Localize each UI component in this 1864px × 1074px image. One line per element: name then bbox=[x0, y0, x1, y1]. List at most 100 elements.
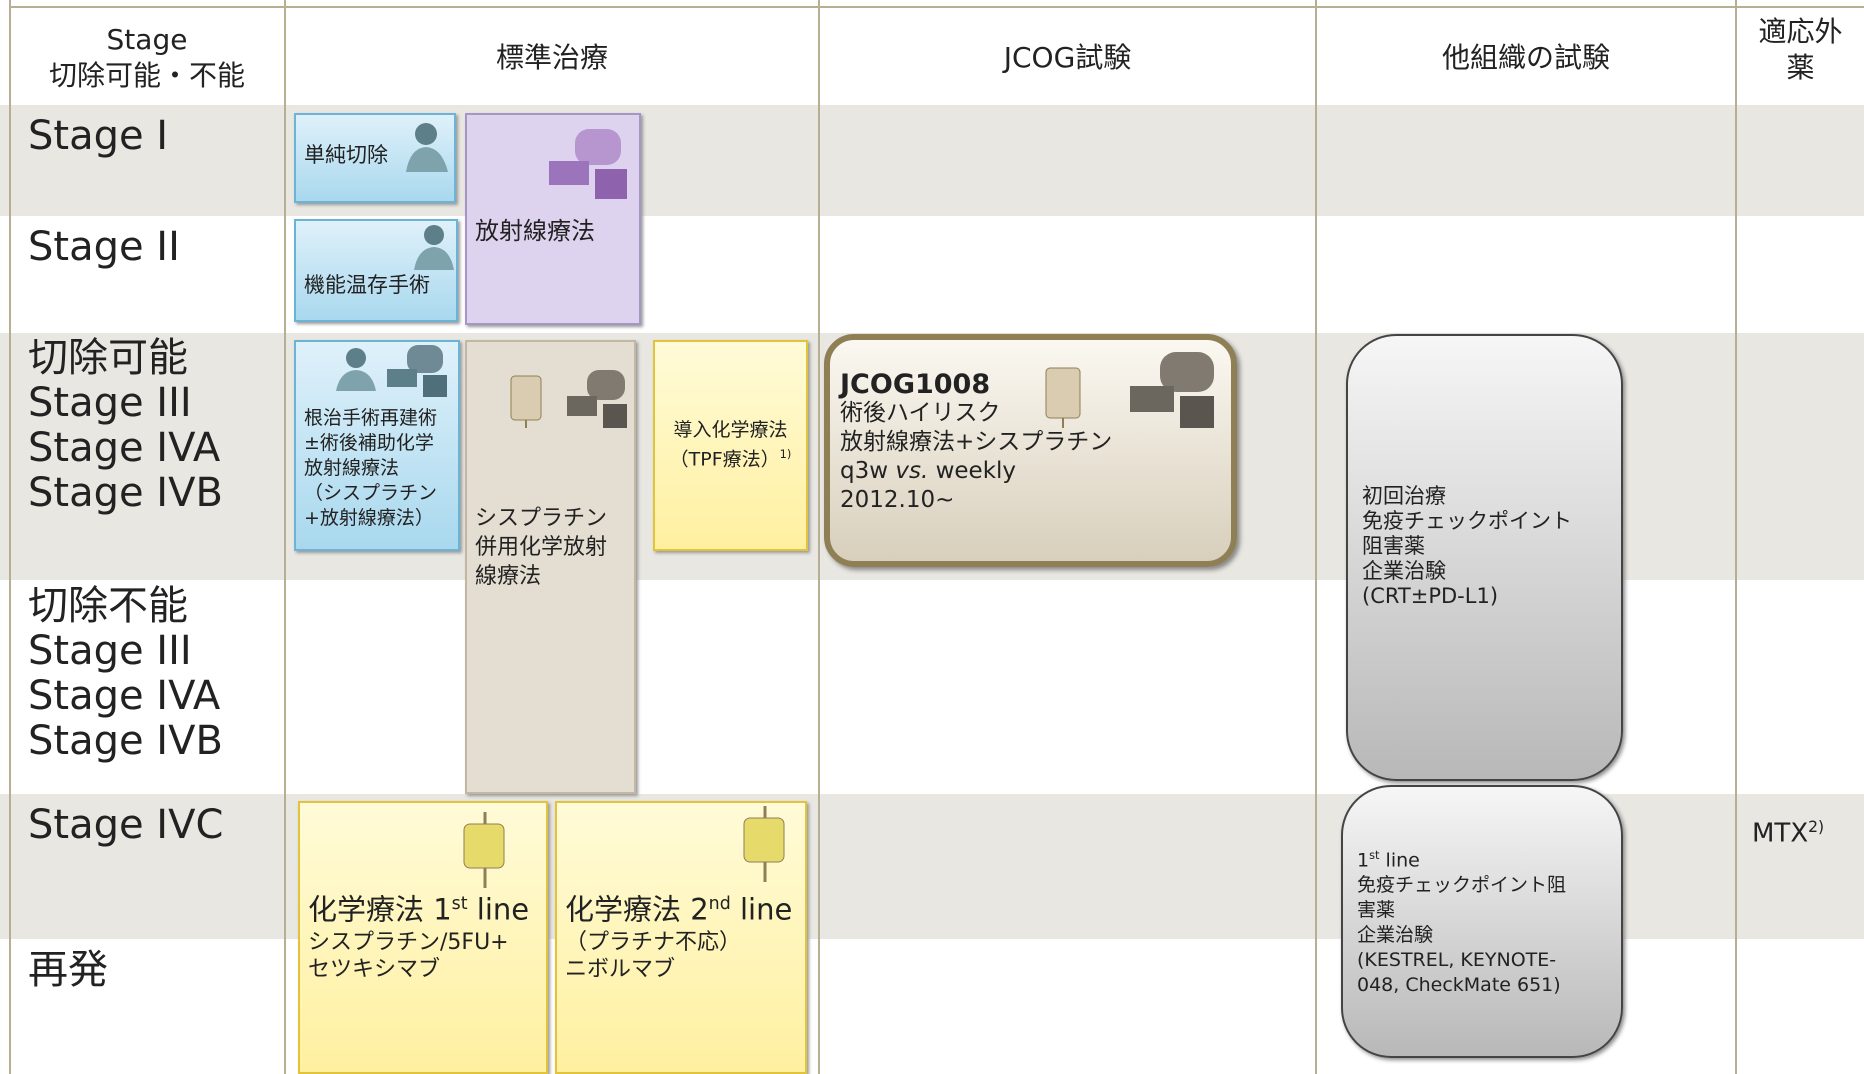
text-accent: 2) bbox=[1808, 818, 1825, 836]
trial-box: 初回治療 免疫チェックポイント 阻害薬 企業治験 (CRT±PD-L1) bbox=[1346, 334, 1623, 781]
text-line: 化学療法 2nd line bbox=[565, 885, 797, 929]
text-line: MTX2) bbox=[1752, 811, 1854, 850]
row-label: 切除不能 Stage III Stage IVA Stage IVB bbox=[28, 584, 223, 764]
trial-box: 1st line 免疫チェックポイント阻 害薬 企業治験 (KESTREL, KEYNO… bbox=[1341, 785, 1623, 1058]
text-line: 機能温存手術 bbox=[304, 273, 430, 297]
text-line: 術後ハイリスク bbox=[840, 400, 1001, 426]
radiation-icon bbox=[387, 345, 447, 397]
surgeon-icon bbox=[414, 225, 454, 270]
treatment-box: 化学療法 1st line シスプラチン/5FU+ セツキシマブ bbox=[298, 801, 548, 1074]
text-line: 他組織の試験 bbox=[1441, 40, 1610, 74]
border bbox=[1315, 0, 1317, 1074]
text-line: 企業治験 bbox=[1357, 924, 1434, 947]
text-line: Stage III bbox=[28, 380, 192, 426]
drip-icon bbox=[463, 812, 505, 888]
border bbox=[284, 0, 286, 1074]
text-line: Stage II bbox=[28, 224, 180, 270]
text-line: 放射線療法+シスプラチン bbox=[840, 429, 1113, 455]
text-line: Stage IVC bbox=[28, 802, 224, 848]
text-line: 切除不能 bbox=[28, 583, 188, 629]
surgeon-icon bbox=[406, 123, 448, 172]
text-line: 化学療法 1st line bbox=[308, 885, 538, 929]
text-line: +放射線療法） bbox=[304, 507, 434, 529]
text-accent: st bbox=[451, 894, 468, 914]
off-label-drug: MTX2) bbox=[1744, 805, 1862, 856]
text-line: JCOG試験 bbox=[1003, 40, 1132, 74]
text-line: 放射線療法 bbox=[304, 457, 400, 479]
treatment-box: 化学療法 2nd line （プラチナ不応） ニボルマブ bbox=[555, 801, 807, 1074]
text-line: (KESTREL, KEYNOTE- bbox=[1357, 949, 1557, 972]
text-line: 免疫チェックポイント阻 bbox=[1357, 874, 1567, 897]
surgeon-icon bbox=[336, 348, 376, 391]
treatment-box: 導入化学療法 （TPF療法）1) bbox=[653, 340, 808, 551]
row-label: Stage I bbox=[28, 114, 168, 159]
text-line: 阻害薬 bbox=[1362, 534, 1425, 558]
text-line: Stage III bbox=[28, 628, 192, 674]
text-line: 企業治験 bbox=[1362, 559, 1446, 583]
text-line: （TPF療法）1) bbox=[663, 442, 798, 471]
text-line: 1st line bbox=[1357, 843, 1607, 873]
text-segment: 化学療法 2 bbox=[565, 892, 709, 927]
text-line: 標準治療 bbox=[495, 40, 608, 74]
text-line: Stage bbox=[106, 22, 188, 56]
text-accent: nd bbox=[708, 894, 731, 914]
text-segment: line bbox=[1379, 849, 1420, 872]
text-line: 線療法 bbox=[475, 564, 542, 589]
header-cell: 他組織の試験 bbox=[1317, 10, 1735, 105]
text-line: ±術後補助化学 bbox=[304, 432, 434, 454]
text-line: 切除可能 bbox=[28, 335, 188, 381]
text-line: （プラチナ不応） bbox=[565, 929, 742, 955]
text-line: 2012.10~ bbox=[840, 487, 955, 513]
text-segment: 1 bbox=[1357, 849, 1370, 872]
text-line: Stage IVB bbox=[28, 718, 223, 764]
row-label: 切除可能 Stage III Stage IVA Stage IVB bbox=[28, 336, 223, 516]
text-line: Stage IVB bbox=[28, 470, 223, 516]
text-accent: 1) bbox=[779, 447, 792, 461]
text-segment: line bbox=[730, 892, 793, 927]
header-cell: JCOG試験 bbox=[820, 10, 1315, 105]
radiation-icon bbox=[567, 370, 627, 428]
radiation-icon bbox=[549, 129, 627, 199]
text-line: セツキシマブ bbox=[308, 956, 441, 982]
text-accent: vs. bbox=[895, 458, 929, 484]
drip-icon bbox=[1045, 367, 1081, 428]
header-cell: 適応外薬 bbox=[1737, 10, 1864, 109]
box-title: JCOG1008 bbox=[840, 369, 991, 400]
text-line: q3w vs. weekly bbox=[840, 457, 1221, 486]
text-line: 併用化学放射 bbox=[475, 535, 608, 560]
row-label: 再発 bbox=[28, 948, 108, 993]
text-line: 免疫チェックポイント bbox=[1362, 509, 1572, 533]
text-line: 適応外 bbox=[1758, 15, 1843, 48]
text-line: 初回治療 bbox=[1362, 484, 1446, 508]
radiation-icon bbox=[1130, 352, 1214, 428]
text-line: 放射線療法 bbox=[475, 217, 595, 245]
text-line: Stage IVA bbox=[28, 425, 221, 471]
text-line: (CRT±PD-L1) bbox=[1362, 584, 1499, 608]
text-line: （シスプラチン bbox=[304, 482, 438, 504]
text-accent: st bbox=[1369, 848, 1380, 862]
text-line: ニボルマブ bbox=[565, 956, 676, 982]
text-line: 切除可能・不能 bbox=[48, 58, 245, 92]
header-cell: 標準治療 bbox=[286, 10, 818, 105]
text-line: 薬 bbox=[1786, 51, 1815, 84]
drip-icon bbox=[743, 806, 785, 882]
text-line: 根治手術再建術 bbox=[304, 407, 438, 429]
text-line: Stage IVA bbox=[28, 673, 221, 719]
text-line: 048, CheckMate 651) bbox=[1357, 974, 1561, 997]
text-line: Stage I bbox=[28, 113, 169, 159]
row-label: Stage II bbox=[28, 225, 180, 270]
text-line: 単純切除 bbox=[304, 143, 388, 167]
border bbox=[1735, 0, 1737, 1074]
text-line: 再発 bbox=[28, 947, 108, 993]
border bbox=[818, 0, 820, 1074]
border bbox=[9, 0, 11, 1074]
text-line: 害薬 bbox=[1357, 899, 1396, 922]
text-segment: 化学療法 1 bbox=[308, 892, 452, 927]
row-label: Stage IVC bbox=[28, 803, 223, 848]
text-segment: weekly bbox=[928, 458, 1017, 484]
border bbox=[10, 6, 1864, 8]
text-segment: q3w bbox=[840, 458, 896, 484]
header-cell: Stage 切除可能・不能 bbox=[10, 10, 284, 105]
drip-icon bbox=[510, 375, 542, 428]
